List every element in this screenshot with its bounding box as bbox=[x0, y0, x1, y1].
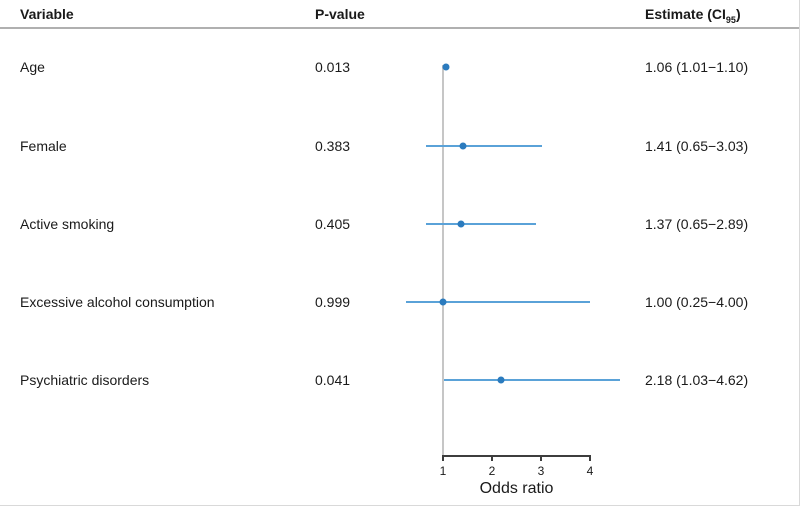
estimate-ci: 2.18 (1.03−4.62) bbox=[645, 372, 749, 388]
x-axis-tick bbox=[589, 455, 591, 461]
estimate-dot bbox=[457, 220, 465, 228]
estimate-dot bbox=[459, 142, 467, 150]
x-axis-tick-label: 1 bbox=[439, 464, 447, 478]
estimate-dot bbox=[442, 63, 450, 71]
variable-label: Female bbox=[20, 138, 67, 154]
x-axis-tick-label: 3 bbox=[537, 464, 545, 478]
x-axis-tick-label: 2 bbox=[488, 464, 496, 478]
estimate-dot bbox=[497, 376, 505, 384]
estimate-ci: 1.00 (0.25−4.00) bbox=[645, 294, 749, 310]
variable-label: Psychiatric disorders bbox=[20, 372, 150, 388]
ci-line bbox=[444, 379, 621, 381]
header-divider bbox=[0, 27, 799, 29]
x-axis-tick-label: 4 bbox=[586, 464, 594, 478]
column-header-variable: Variable bbox=[20, 6, 74, 22]
p-value: 0.041 bbox=[315, 372, 351, 388]
x-axis-title: Odds ratio bbox=[479, 480, 554, 497]
p-value: 0.999 bbox=[315, 294, 351, 310]
estimate-ci: 1.41 (0.65−3.03) bbox=[645, 138, 749, 154]
column-header-estimate: Estimate (CI95) bbox=[645, 6, 741, 25]
variable-label: Active smoking bbox=[20, 216, 115, 232]
x-axis-tick bbox=[540, 455, 542, 461]
x-axis-tick bbox=[491, 455, 493, 461]
ci-line bbox=[425, 223, 536, 225]
x-axis-tick bbox=[442, 455, 444, 461]
estimate-dot bbox=[439, 298, 447, 306]
ci-line bbox=[406, 301, 590, 303]
variable-label: Excessive alcohol consumption bbox=[20, 294, 215, 310]
p-value: 0.405 bbox=[315, 216, 351, 232]
column-header-p-value: P-value bbox=[315, 6, 365, 22]
estimate-ci: 1.06 (1.01−1.10) bbox=[645, 59, 749, 75]
estimate-ci: 1.37 (0.65−2.89) bbox=[645, 216, 749, 232]
ci-line bbox=[425, 145, 543, 147]
x-axis-line bbox=[443, 455, 590, 457]
variable-label: Age bbox=[20, 59, 45, 75]
p-value: 0.383 bbox=[315, 138, 351, 154]
reference-line bbox=[442, 65, 444, 455]
p-value: 0.013 bbox=[315, 59, 351, 75]
